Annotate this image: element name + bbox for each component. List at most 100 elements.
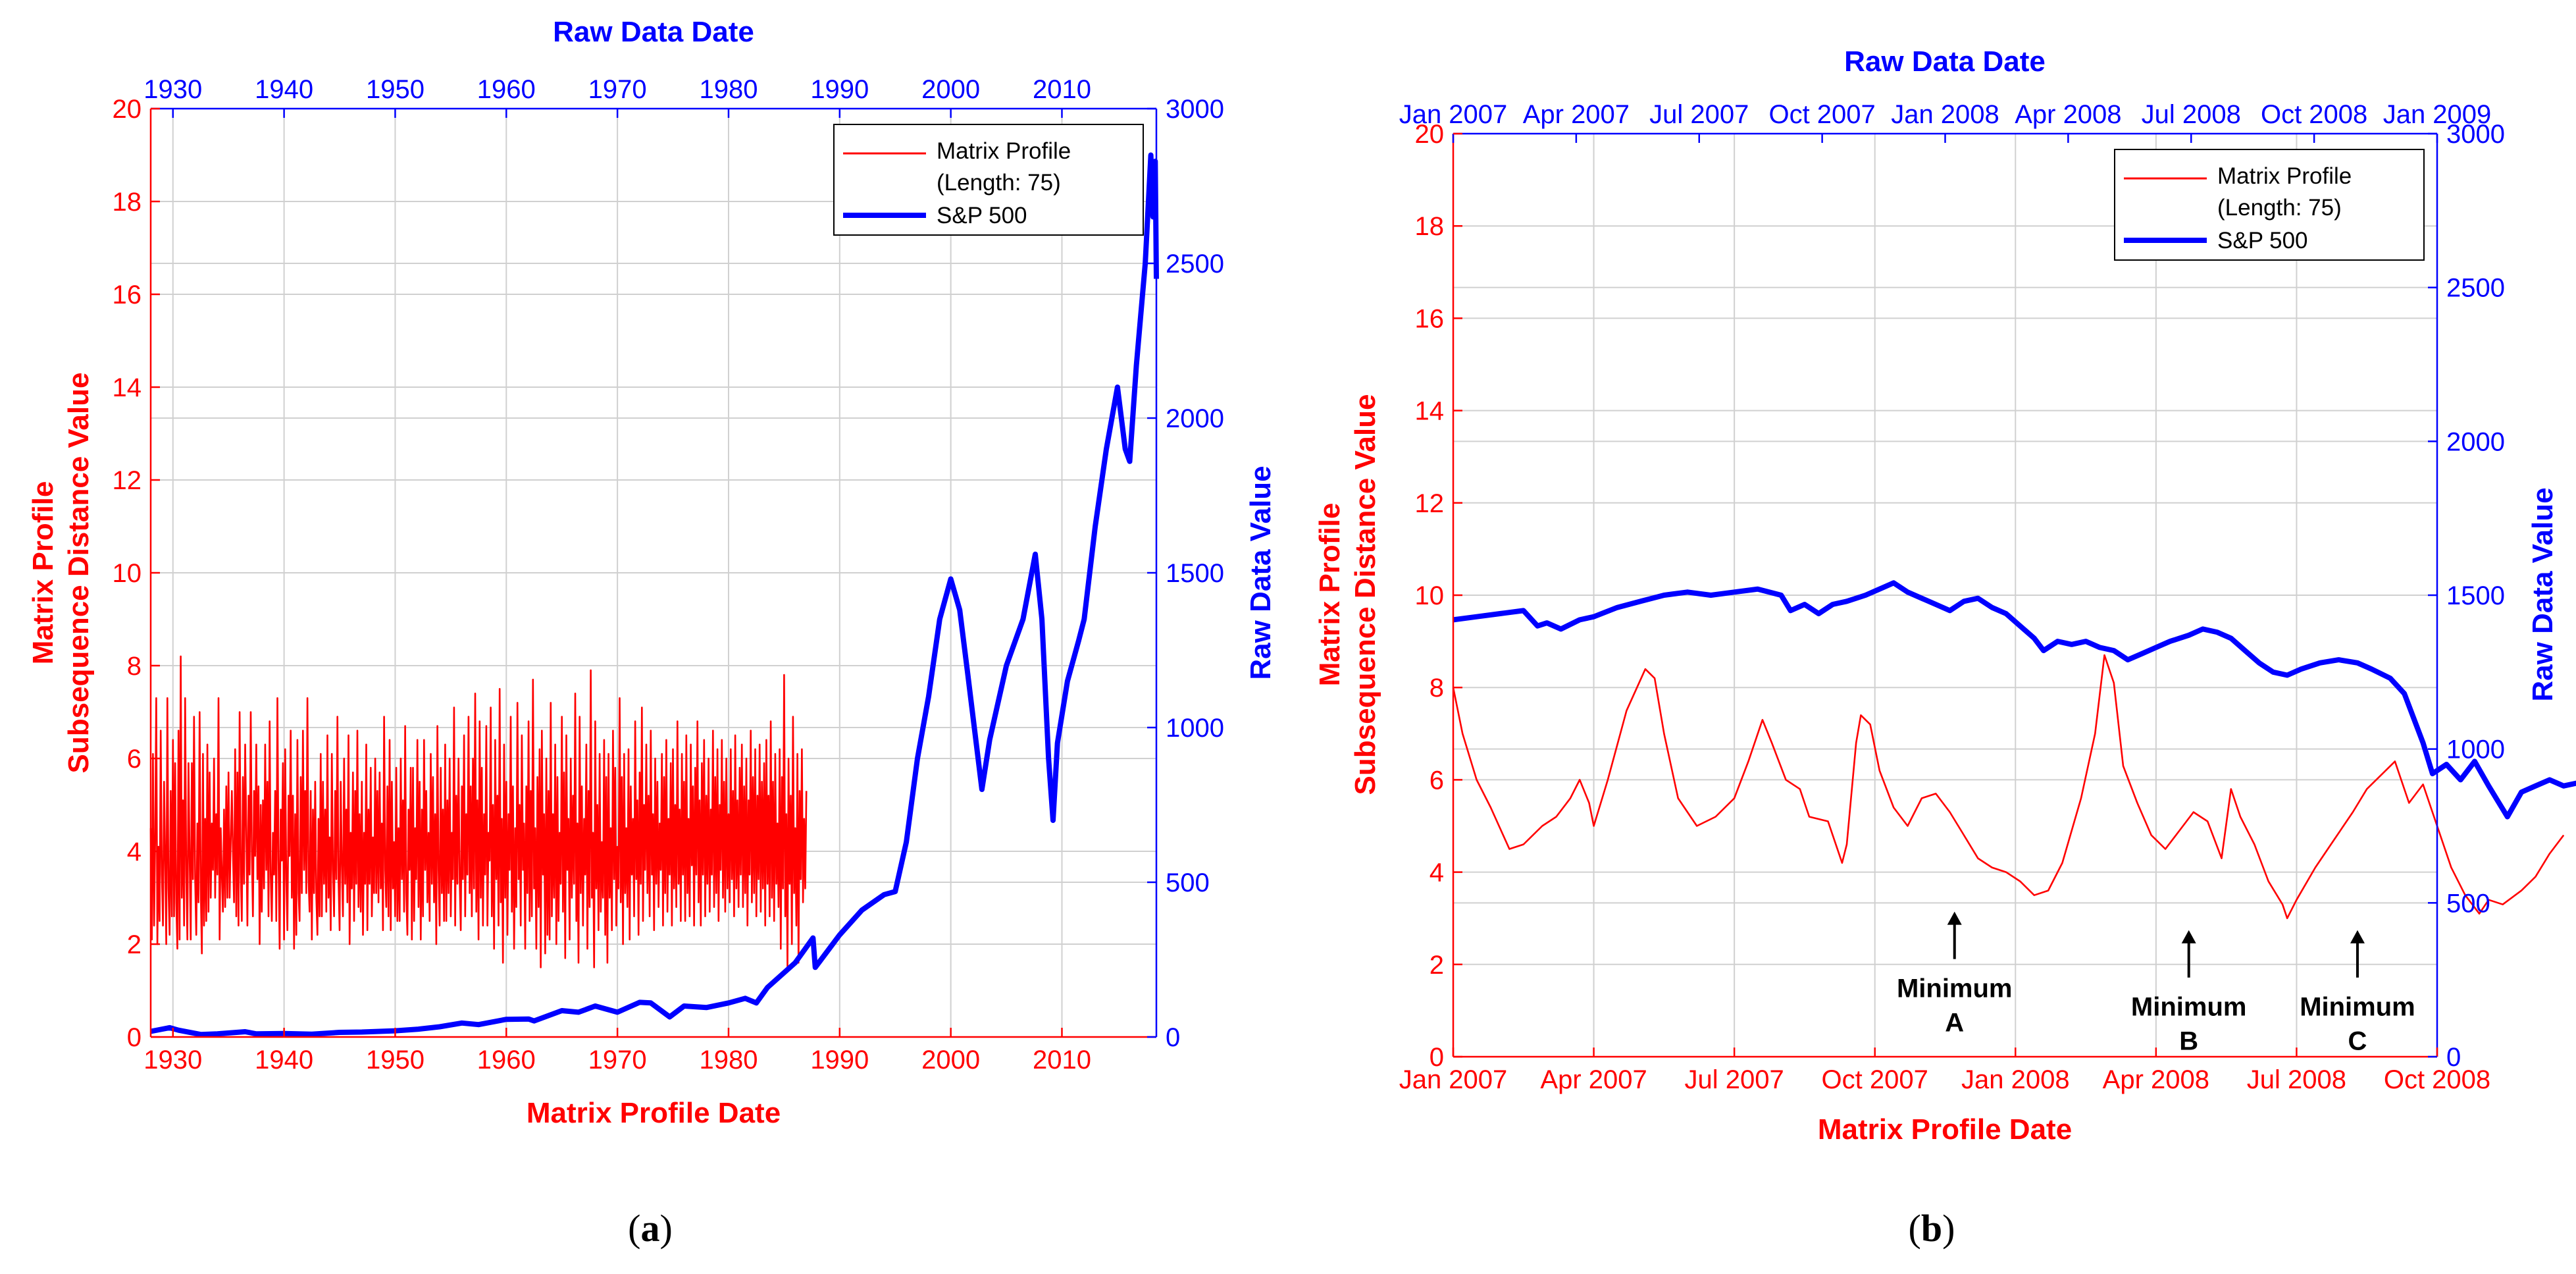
y-tick-label-left: 18 bbox=[113, 188, 142, 217]
legend-label-length: (Length: 75) bbox=[2217, 195, 2342, 221]
y-tick-label-right: 2500 bbox=[1166, 250, 1224, 279]
series-a bbox=[149, 152, 1159, 1038]
x-tick-label-bottom: 1970 bbox=[588, 1046, 647, 1075]
x-tick-label-top: Apr 2007 bbox=[1523, 100, 1630, 129]
y-tick-label-left: 6 bbox=[1430, 766, 1444, 795]
caption-a: (a) bbox=[628, 1207, 673, 1250]
matrix-profile-line bbox=[1452, 654, 2565, 919]
x-tick-label-top: Apr 2008 bbox=[2015, 100, 2121, 129]
x-axis-label-a: Matrix Profile Date bbox=[527, 1097, 781, 1129]
axes-b: Jan 2007 Apr 2007 Jul 2007 Oct 2007 Jan 2008… bbox=[1399, 100, 2505, 1094]
annotation-sublabel: A bbox=[1945, 1009, 1964, 1038]
annotations-b: Minimum A Minimum B Minimum C bbox=[1897, 911, 2415, 1056]
y-tick-label-left: 8 bbox=[127, 652, 142, 681]
series-b bbox=[1452, 580, 2576, 919]
y-tick-label-left: 20 bbox=[113, 95, 142, 124]
x-tick-label-top: Oct 2007 bbox=[1768, 100, 1875, 129]
x-tick-label-bottom: 1990 bbox=[810, 1046, 869, 1075]
x-tick-label-top: 1990 bbox=[810, 75, 869, 104]
y-tick-label-left: 2 bbox=[1430, 951, 1444, 980]
y-axis-label-right-a: Raw Data Value bbox=[1245, 465, 1277, 679]
y-tick-label-left: 2 bbox=[127, 930, 142, 959]
x-tick-label-bottom: Apr 2007 bbox=[1540, 1065, 1647, 1094]
chart-panel-a: 1930 1940 1950 1960 1970 1980 1990 2000 20101930… bbox=[27, 16, 1277, 1129]
y-tick-label-left: 20 bbox=[1415, 120, 1445, 149]
y-tick-label-left: 12 bbox=[113, 466, 142, 495]
x-tick-label-bottom: 1960 bbox=[477, 1046, 536, 1075]
x-tick-label-bottom: Jan 2007 bbox=[1399, 1065, 1508, 1094]
y-tick-label-left: 16 bbox=[113, 280, 142, 309]
top-axis-title-a: Raw Data Date bbox=[553, 16, 754, 48]
sp500-line bbox=[150, 152, 1159, 1038]
y-tick-label-left: 4 bbox=[127, 837, 142, 866]
y-tick-label-right: 2000 bbox=[1166, 404, 1224, 433]
y-tick-label-right: 3000 bbox=[1166, 95, 1224, 124]
y-tick-label-left: 10 bbox=[113, 559, 142, 588]
legend-a: Matrix Profile (Length: 75) S&P 500 bbox=[833, 124, 1144, 236]
y-tick-label-left: 4 bbox=[1430, 859, 1444, 888]
annotation-sublabel: B bbox=[2179, 1027, 2198, 1056]
legend-label-matrix-profile: Matrix Profile bbox=[937, 138, 1071, 164]
x-tick-label-bottom: 1950 bbox=[366, 1046, 425, 1075]
y-axis-label-left-b-line1: Matrix Profile bbox=[1314, 503, 1346, 687]
annotation-label: Minimum bbox=[2300, 993, 2415, 1022]
x-tick-label-top: 1940 bbox=[255, 75, 313, 104]
x-axis-label-b: Matrix Profile Date bbox=[1818, 1113, 2072, 1146]
y-tick-label-left: 12 bbox=[1415, 489, 1445, 518]
annotation-arrow-head bbox=[2181, 930, 2196, 943]
x-tick-label-bottom: 1930 bbox=[143, 1046, 202, 1075]
x-tick-label-bottom: 1980 bbox=[699, 1046, 758, 1075]
axes-a: 1930 1940 1950 1960 1970 1980 1990 2000 20101930… bbox=[113, 75, 1224, 1075]
y-tick-label-left: 0 bbox=[1430, 1043, 1444, 1072]
legend-b: Matrix Profile (Length: 75) S&P 500 bbox=[2114, 149, 2425, 261]
annotation-sublabel: C bbox=[2348, 1027, 2367, 1056]
sp500-line bbox=[1453, 580, 2576, 820]
annotation-label: Minimum bbox=[1897, 974, 2013, 1003]
x-tick-label-bottom: Oct 2008 bbox=[2384, 1065, 2490, 1094]
y-axis-label-left-b-line2: Subsequence Distance Value bbox=[1349, 394, 1381, 795]
y-tick-label-right: 1500 bbox=[2446, 581, 2505, 610]
y-tick-label-left: 6 bbox=[127, 745, 142, 774]
x-tick-label-top: 2000 bbox=[921, 75, 980, 104]
matrix-profile-line bbox=[149, 655, 808, 969]
legend-label-sp500: S&P 500 bbox=[2217, 228, 2308, 253]
y-axis-label-left-a-line2: Subsequence Distance Value bbox=[63, 373, 95, 774]
x-tick-label-bottom: Apr 2008 bbox=[2103, 1065, 2209, 1094]
y-tick-label-left: 8 bbox=[1430, 674, 1444, 703]
annotation-arrow-head bbox=[1947, 911, 1962, 925]
top-axis-title-b: Raw Data Date bbox=[1844, 45, 2046, 78]
y-tick-label-left: 14 bbox=[1415, 397, 1445, 426]
x-tick-label-top: 1980 bbox=[699, 75, 758, 104]
x-tick-label-top: 1970 bbox=[588, 75, 647, 104]
x-tick-label-top: 1930 bbox=[143, 75, 202, 104]
x-tick-label-bottom: 2000 bbox=[921, 1046, 980, 1075]
annotation-arrow-head bbox=[2350, 930, 2365, 943]
legend-label-length: (Length: 75) bbox=[937, 170, 1061, 196]
y-tick-label-left: 18 bbox=[1415, 212, 1445, 241]
x-tick-label-bottom: Jul 2008 bbox=[2247, 1065, 2346, 1094]
x-tick-label-top: 2010 bbox=[1033, 75, 1091, 104]
x-tick-label-bottom: 2010 bbox=[1033, 1046, 1091, 1075]
x-tick-label-bottom: Jan 2008 bbox=[1961, 1065, 2070, 1094]
y-tick-label-right: 2500 bbox=[2446, 274, 2505, 303]
y-tick-label-right: 0 bbox=[1166, 1023, 1180, 1052]
annotation-label: Minimum bbox=[2131, 993, 2247, 1022]
legend-label-sp500: S&P 500 bbox=[937, 203, 1027, 228]
chart-panel-b: Jan 2007 Apr 2007 Jul 2007 Oct 2007 Jan 2008… bbox=[1314, 45, 2576, 1146]
y-tick-label-right: 0 bbox=[2446, 1043, 2461, 1072]
y-tick-label-left: 0 bbox=[127, 1023, 142, 1052]
legend-label-matrix-profile: Matrix Profile bbox=[2217, 163, 2352, 189]
y-tick-label-left: 14 bbox=[113, 373, 142, 402]
x-tick-label-top: 1960 bbox=[477, 75, 536, 104]
x-tick-label-top: Jan 2008 bbox=[1891, 100, 1999, 129]
y-tick-label-right: 2000 bbox=[2446, 427, 2505, 456]
x-tick-label-top: Jul 2007 bbox=[1649, 100, 1749, 129]
y-axis-label-left-a-line1: Matrix Profile bbox=[27, 481, 59, 665]
x-tick-label-top: Jan 2009 bbox=[2383, 100, 2492, 129]
x-tick-label-top: Jan 2007 bbox=[1399, 100, 1508, 129]
x-tick-label-bottom: Jul 2007 bbox=[1685, 1065, 1784, 1094]
x-tick-label-bottom: Oct 2007 bbox=[1822, 1065, 1928, 1094]
y-tick-label-right: 3000 bbox=[2446, 120, 2505, 149]
y-axis-label-right-b: Raw Data Value bbox=[2527, 487, 2559, 701]
